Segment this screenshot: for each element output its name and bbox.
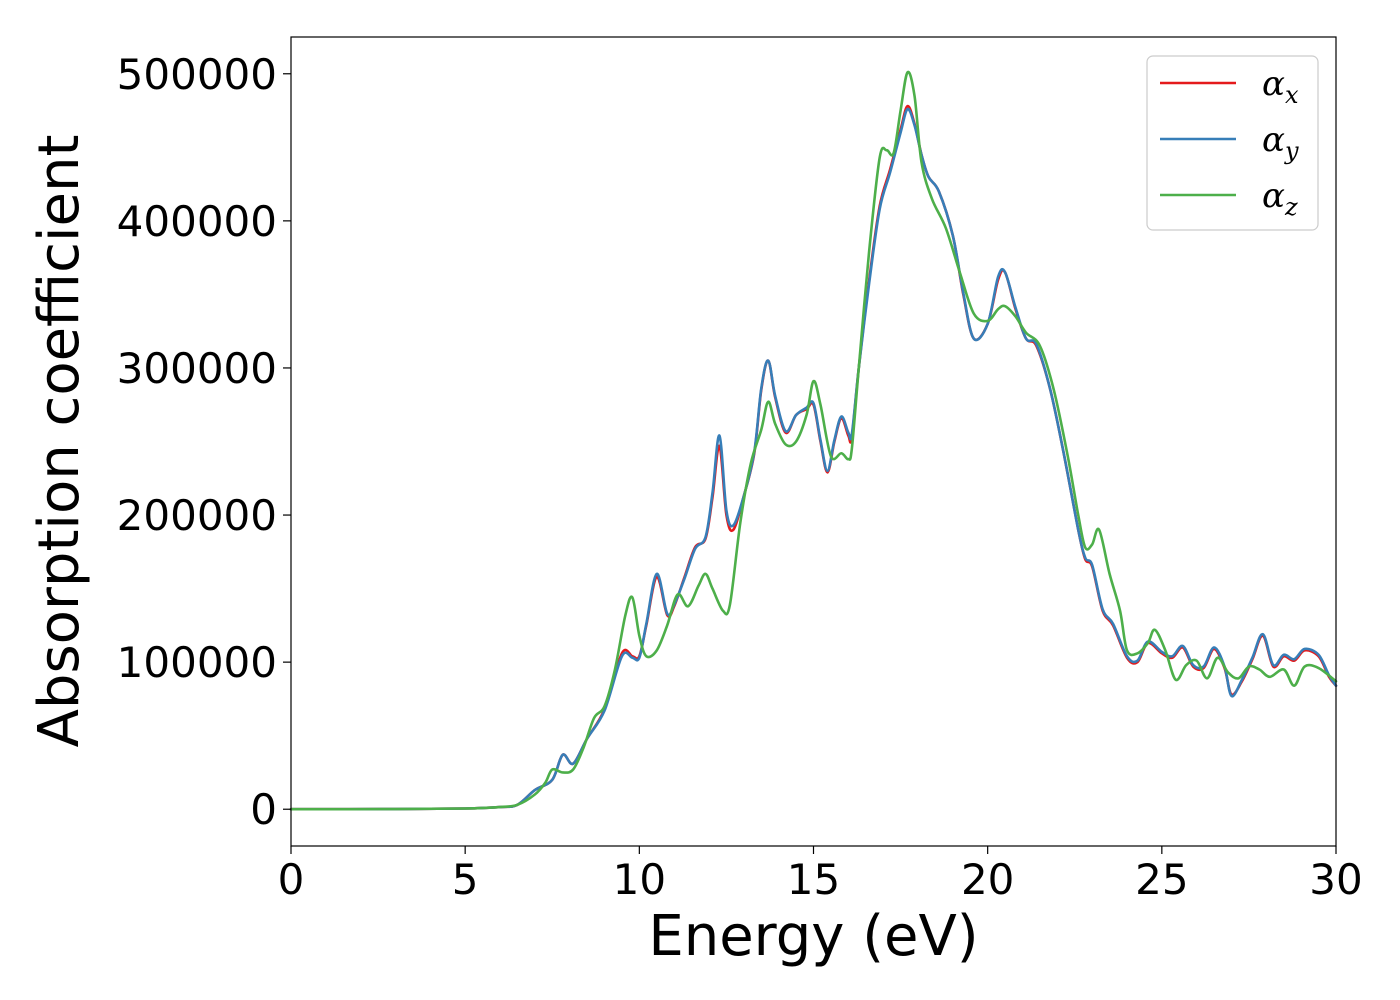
y-tick-label: 0 [250, 785, 277, 834]
x-axis-title: Energy (eV) [648, 904, 978, 969]
x-axis-ticks: 0 5 10 15 20 25 30 [278, 846, 1363, 904]
y-axis-title: Absorption coefficient [27, 135, 92, 748]
x-tick-label: 15 [787, 855, 840, 904]
y-axis-ticks: 0 100000 200000 300000 400000 500000 [117, 50, 291, 834]
x-tick-label: 25 [1135, 855, 1188, 904]
y-tick-label: 200000 [117, 491, 277, 540]
x-tick-label: 10 [613, 855, 666, 904]
x-tick-label: 20 [961, 855, 1014, 904]
x-tick-label: 30 [1309, 855, 1362, 904]
series-line-z [289, 70, 1338, 811]
y-tick-label: 500000 [117, 50, 277, 99]
series-lines [289, 70, 1338, 811]
series-line-y [289, 107, 1338, 811]
y-tick-label: 300000 [117, 344, 277, 393]
legend-box [1146, 55, 1319, 231]
y-tick-label: 100000 [117, 638, 277, 687]
y-tick-label: 400000 [117, 197, 277, 246]
x-tick-label: 5 [452, 855, 479, 904]
x-tick-label: 0 [278, 855, 305, 904]
